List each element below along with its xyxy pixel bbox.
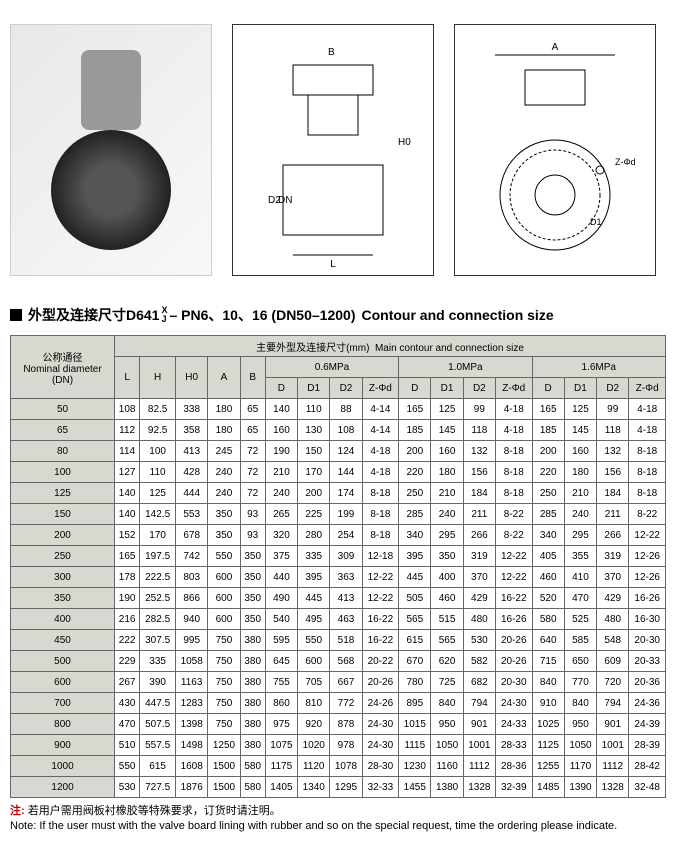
technical-drawing-side: A Z-Φd D1 (454, 24, 656, 276)
table-row: 450222307.599575038059555051816-22615565… (11, 630, 666, 651)
table-row: 125140125444240722402001748-182502101848… (11, 483, 666, 504)
technical-drawing-front: L D2 DN H0 B (232, 24, 434, 276)
col-main: 主要外型及连接尺寸(mm) Main contour and connectio… (115, 336, 666, 357)
dimension-table: 公称通径 Nominal diameter (DN) 主要外型及连接尺寸(mm)… (10, 335, 666, 798)
table-row: 350190252.586660035049044541312-22505460… (11, 588, 666, 609)
table-row: 700430447.5128375038086081077224-2689584… (11, 693, 666, 714)
table-row: 600267390116375038075570566720-267807256… (11, 672, 666, 693)
svg-text:L: L (330, 259, 336, 270)
table-row: 400216282.594060035054049546316-22565515… (11, 609, 666, 630)
table-row: 250165197.574255035037533530912-18395350… (11, 546, 666, 567)
col-dn: 公称通径 Nominal diameter (DN) (11, 336, 115, 399)
title-mid: – PN6、10、16 (DN50–1200) (169, 305, 355, 325)
table-row: 10005506151608150058011751120107828-3012… (11, 756, 666, 777)
table-row: 100127110428240722101701444-182201801568… (11, 462, 666, 483)
table-row: 500229335105875038064560056820-226706205… (11, 651, 666, 672)
svg-text:H0: H0 (398, 137, 411, 148)
table-row: 900510557.5149812503801075102097824-3011… (11, 735, 666, 756)
figure-row: L D2 DN H0 B A Z-Φd D1 (10, 10, 666, 290)
table-row: 800470507.5139875038097592087824-3010159… (11, 714, 666, 735)
product-photo (10, 24, 212, 276)
table-row: 5010882.533818065140110884-14165125994-1… (11, 399, 666, 420)
title-cn: 外型及连接尺寸D641 (28, 305, 159, 325)
svg-text:Z-Φd: Z-Φd (615, 157, 636, 167)
table-row: 300178222.580360035044039536312-22445400… (11, 567, 666, 588)
section-title: 外型及连接尺寸D641 X J – PN6、10、16 (DN50–1200) … (10, 305, 666, 325)
svg-text:DN: DN (278, 195, 292, 206)
table-row: 6511292.5358180651601301084-141851451184… (11, 420, 666, 441)
svg-text:A: A (552, 42, 559, 53)
footer-note: 注: 若用户需用阀板衬橡胶等特殊要求，订货时请注明。 Note: If the … (10, 804, 666, 835)
title-en: Contour and connection size (361, 307, 553, 323)
svg-text:B: B (328, 47, 335, 58)
table-row: 1200530727.51876150058014051340129532-33… (11, 777, 666, 798)
svg-text:D1: D1 (590, 217, 602, 227)
table-row: 80114100413245721901501244-182001601328-… (11, 441, 666, 462)
table-row: 200152170678350933202802548-183402952668… (11, 525, 666, 546)
table-row: 150140142.5553350932652251998-1828524021… (11, 504, 666, 525)
bullet-icon (10, 309, 22, 321)
